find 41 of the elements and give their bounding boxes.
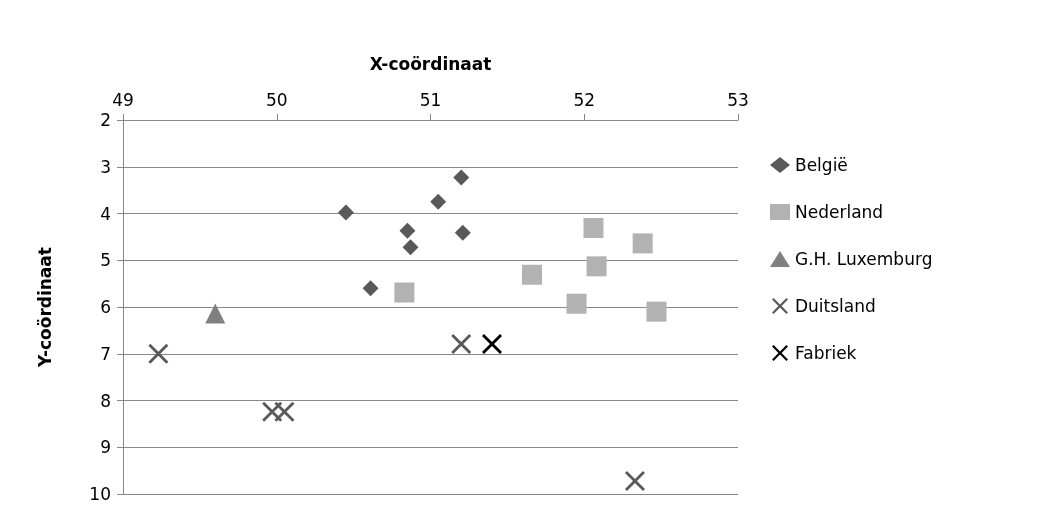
y-tick-label: 6 <box>100 297 111 317</box>
x-tick-label: 52 <box>573 89 596 110</box>
y-tick-label: 8 <box>100 390 111 411</box>
point <box>583 217 604 238</box>
x-tick-label: 53 <box>727 89 749 110</box>
point <box>362 280 379 297</box>
point <box>453 169 470 186</box>
y-tick-label: 4 <box>100 203 111 224</box>
x-tick-label: 49 <box>112 89 134 110</box>
x-axis-title: X-coördinaat <box>369 53 492 74</box>
point <box>566 293 587 314</box>
x-tick-label: 50 <box>265 89 288 110</box>
point <box>402 239 419 256</box>
legend-label: Nederland <box>795 202 884 222</box>
point <box>632 233 653 254</box>
point <box>399 222 416 239</box>
y-tick-label: 3 <box>100 156 111 177</box>
y-tick-label: 2 <box>100 110 111 130</box>
point <box>337 204 354 221</box>
point <box>205 303 226 324</box>
legend-label: G.H. Luxemburg <box>795 249 933 269</box>
point <box>394 282 415 303</box>
point <box>586 256 607 277</box>
y-axis-title: Y-coördinaat <box>34 247 55 368</box>
y-tick-label: 7 <box>100 343 111 364</box>
legend-label: Fabriek <box>795 343 857 363</box>
point <box>451 333 472 354</box>
point <box>454 224 471 241</box>
point <box>624 470 645 491</box>
point <box>482 333 502 354</box>
y-tick-label: 5 <box>100 250 111 271</box>
point <box>430 193 447 210</box>
point <box>646 301 667 322</box>
point <box>521 264 542 285</box>
y-tick-label: 9 <box>100 437 111 458</box>
legend-label: Duitsland <box>795 296 876 316</box>
point <box>148 343 169 364</box>
legend-label: België <box>795 155 848 175</box>
x-tick-label: 51 <box>419 89 442 110</box>
point <box>274 401 295 422</box>
y-tick-label: 10 <box>89 484 111 504</box>
